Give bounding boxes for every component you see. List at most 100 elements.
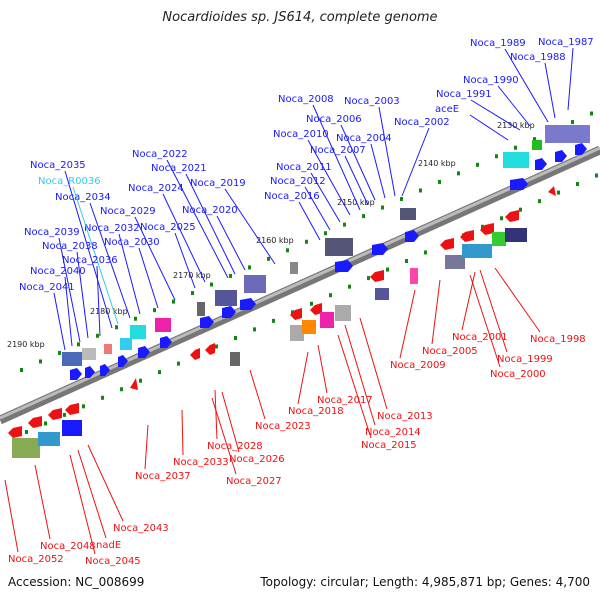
tick-mark	[291, 310, 294, 315]
gene-label[interactable]: Noca_2041	[19, 282, 75, 293]
tick-mark	[514, 145, 517, 150]
gene-label[interactable]: nadE	[96, 540, 121, 551]
leader-line	[96, 265, 101, 337]
tick-mark	[324, 231, 327, 236]
gene-label[interactable]: Noca_R0036	[38, 176, 101, 187]
tick-mark	[229, 273, 232, 278]
gene-label[interactable]: Noca_2025	[140, 222, 196, 233]
gene-label[interactable]: Noca_2052	[8, 554, 64, 565]
gene-label[interactable]: Noca_1987	[538, 37, 594, 48]
domain-box	[462, 244, 492, 258]
gene-label[interactable]: Noca_2027	[226, 476, 282, 487]
domain-box	[505, 228, 527, 242]
gene-label[interactable]: Noca_2012	[270, 176, 326, 187]
domain-box	[244, 275, 266, 293]
gene-label[interactable]: Noca_2016	[264, 191, 320, 202]
tick-mark	[305, 239, 308, 244]
gene-label[interactable]: Noca_2037	[135, 471, 191, 482]
leader-line	[470, 99, 521, 131]
gene-label[interactable]: Noca_2018	[288, 406, 344, 417]
gene-label[interactable]: Noca_2019	[190, 178, 246, 189]
gene-label[interactable]: Noca_2000	[490, 369, 546, 380]
gene-label[interactable]: Noca_2005	[422, 346, 478, 357]
gene-label[interactable]: Noca_2036	[62, 255, 118, 266]
scale-label: 2150 kbp	[337, 198, 375, 207]
leader-line	[297, 351, 309, 405]
gene-label[interactable]: Noca_2011	[276, 162, 332, 173]
domain-box	[375, 288, 389, 300]
gene-label[interactable]: aceE	[435, 104, 459, 115]
gene-label[interactable]: Noca_2028	[207, 441, 263, 452]
gene-label[interactable]: Noca_2032	[84, 223, 140, 234]
gene-label[interactable]: Noca_1998	[530, 334, 586, 345]
gene-label[interactable]: Noca_1990	[463, 75, 519, 86]
gene-label[interactable]: Noca_2035	[30, 160, 86, 171]
scale-label: 2180 kbp	[90, 307, 128, 316]
tick-mark	[533, 137, 536, 142]
tick-mark	[101, 395, 104, 400]
gene-label[interactable]: Noca_2045	[85, 556, 141, 567]
leader-line	[214, 389, 218, 440]
gene-label[interactable]: Noca_2039	[24, 227, 80, 238]
gene-label[interactable]: Noca_2024	[128, 183, 184, 194]
gene-arrow	[190, 348, 200, 360]
leader-line	[69, 454, 96, 555]
leader-line	[567, 47, 574, 111]
gene-label[interactable]: Noca_1999	[497, 354, 553, 365]
tick-mark	[63, 412, 66, 417]
leader-line	[304, 186, 331, 231]
tick-mark	[419, 188, 422, 193]
leader-line	[340, 124, 376, 201]
gene-label[interactable]: Noca_2026	[229, 454, 285, 465]
gene-label[interactable]: Noca_2034	[55, 192, 111, 203]
leader-line	[469, 114, 509, 141]
gene-arrow	[28, 416, 42, 428]
gene-label[interactable]: Noca_2043	[113, 523, 169, 534]
gene-label[interactable]: Noca_1989	[470, 38, 526, 49]
gene-label[interactable]: Noca_2007	[310, 145, 366, 156]
tick-mark	[367, 276, 370, 281]
gene-label[interactable]: Noca_2006	[306, 114, 362, 125]
gene-label[interactable]: Noca_2004	[336, 133, 392, 144]
gene-label[interactable]: Noca_2003	[344, 96, 400, 107]
leader-line	[89, 202, 131, 319]
gene-label[interactable]: Noca_2002	[394, 117, 450, 128]
gene-label[interactable]: Noca_2048	[40, 541, 96, 552]
leader-line	[359, 317, 388, 410]
leader-line	[72, 186, 119, 325]
gene-label[interactable]: Noca_2010	[273, 129, 329, 140]
gene-label[interactable]: Noca_2008	[278, 94, 334, 105]
gene-label[interactable]: Noca_2020	[182, 205, 238, 216]
tick-mark	[595, 173, 598, 178]
leader-line	[479, 269, 508, 353]
leader-line	[118, 233, 141, 315]
leader-line	[461, 271, 476, 331]
gene-label[interactable]: Noca_2015	[361, 440, 417, 451]
domain-box	[215, 290, 237, 306]
tick-mark	[77, 342, 80, 347]
gene-label[interactable]: Noca_2038	[42, 241, 98, 252]
domain-box	[290, 262, 298, 274]
gene-label[interactable]: Noca_2022	[132, 149, 188, 160]
gene-label[interactable]: Noca_2001	[452, 332, 508, 343]
gene-label[interactable]: Noca_2017	[317, 395, 373, 406]
gene-label[interactable]: Noca_2009	[390, 360, 446, 371]
gene-label[interactable]: Noca_2040	[30, 266, 86, 277]
gene-label[interactable]: Noca_2023	[255, 421, 311, 432]
gene-arrow	[405, 230, 419, 242]
gene-label[interactable]: Noca_2014	[365, 427, 421, 438]
gene-label[interactable]: Noca_2021	[151, 163, 207, 174]
gene-label[interactable]: Noca_2013	[377, 411, 433, 422]
tick-mark	[381, 205, 384, 210]
tick-mark	[96, 333, 99, 338]
gene-label[interactable]: Noca_1991	[436, 89, 492, 100]
gene-label[interactable]: Noca_1988	[510, 52, 566, 63]
gene-arrow	[160, 336, 172, 348]
gene-label[interactable]: Noca_2033	[173, 457, 229, 468]
tick-mark	[362, 214, 365, 219]
gene-label[interactable]: Noca_2030	[104, 237, 160, 248]
tick-mark	[39, 359, 42, 364]
domain-box	[320, 312, 334, 328]
domain-box	[302, 320, 316, 334]
gene-label[interactable]: Noca_2029	[100, 206, 156, 217]
